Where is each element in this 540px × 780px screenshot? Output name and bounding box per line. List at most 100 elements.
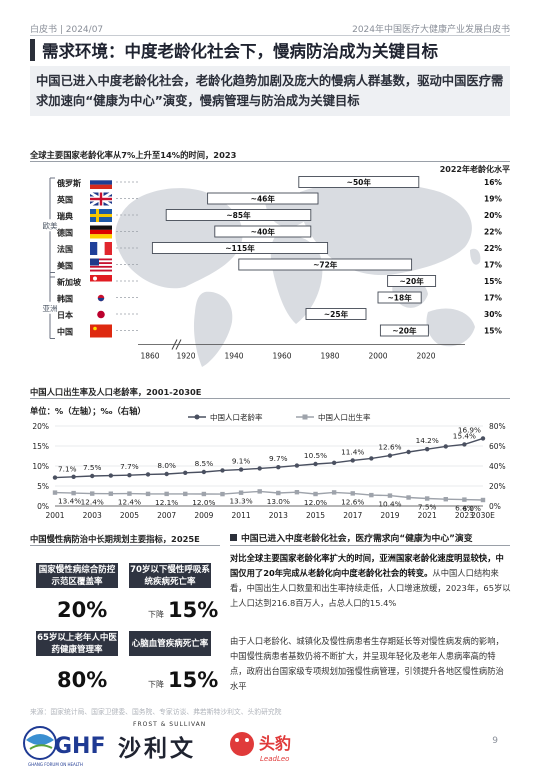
series-1-point-3	[108, 491, 114, 496]
series-0-point-6	[164, 471, 169, 477]
series-1-point-4	[127, 491, 132, 496]
series-0-label-0: 7.1%	[58, 465, 77, 474]
duration-label-9: ~20年	[392, 326, 417, 336]
kpi-value-2: 15%	[168, 598, 219, 622]
population-chart-divider	[30, 398, 510, 399]
series-0-label-23: 16.9%	[458, 425, 481, 434]
series-0-point-1	[71, 474, 76, 479]
series-1-point-11	[257, 489, 262, 494]
frost-sullivan-cn: 沙利文	[118, 735, 196, 762]
duration-bar-6	[387, 275, 437, 287]
y-right-tick-4: 80%	[489, 422, 506, 431]
header-divider	[30, 35, 510, 36]
aging-chart-title: 全球主要国家老龄化率从7%上升至14%的时间，2023	[30, 150, 237, 160]
y-left-tick-0: 0%	[37, 502, 49, 511]
kpi-label-2: 70岁以下慢性呼吸系统疾病死亡率	[129, 563, 211, 588]
paragraph-1-bold: 对比全球主要国家老龄化率扩大的时间，亚洲国家老龄化速度明显较快，中国仅用了20年…	[230, 553, 504, 578]
flag-part-3	[90, 229, 112, 235]
x-tick-2: 1940	[224, 352, 243, 361]
row-4: 法国 ~115年 22%	[57, 242, 502, 255]
series-1-label-20: 7.5%	[418, 503, 437, 512]
series-0-point-3	[108, 473, 114, 478]
x-tick-7: 2015	[306, 511, 325, 520]
series-0-point-14	[313, 461, 318, 467]
series-1-point-6	[164, 491, 169, 497]
x-tick-1: 2003	[83, 511, 102, 520]
country-label-4: 法国	[57, 244, 73, 254]
x-tick-8: 2017	[343, 511, 362, 520]
flag-part-5	[90, 264, 112, 266]
series-1-label-4: 12.4%	[118, 498, 141, 507]
leadleo-en: LeadLeo	[260, 755, 289, 763]
country-label-1: 英国	[56, 195, 73, 205]
level-header: 2022年老龄化水平	[440, 164, 510, 174]
series-0-point-18	[387, 453, 393, 458]
level-value-3: 22%	[484, 228, 502, 237]
flag-part-0	[90, 176, 112, 181]
kpi-label-4: 心脑血管疾病死亡率	[129, 631, 211, 656]
row-7: 韩国 ~18年 17%	[57, 291, 502, 305]
legend-marker-1	[302, 414, 308, 420]
duration-label-6: ~20年	[399, 276, 424, 286]
page-title: 需求环境：中度老龄化社会下，慢病防治成为关键目标	[42, 42, 438, 61]
duration-label-4: ~115年	[225, 243, 255, 253]
row-1: 英国 ~46年 19%	[56, 191, 502, 207]
flag-part-5	[90, 260, 112, 263]
series-1-label-2: 12.4%	[81, 498, 104, 507]
series-0-point-13	[294, 463, 300, 468]
flag-part-5	[90, 265, 112, 268]
series-0-point-10	[238, 467, 244, 472]
series-1-point-23	[480, 497, 486, 503]
series-0-point-7	[183, 470, 188, 475]
kpi-label-3: 65岁以上老年人中医药健康管理率	[36, 631, 118, 656]
flag-part-4	[104, 242, 112, 255]
ghf-logo-sub: GHANG FORUM ON HEALTH	[28, 762, 83, 767]
page-subtitle: 中国已进入中度老龄化社会，老龄化趋势加剧及庞大的慢病人群基数，驱动中国医疗需求加…	[36, 74, 504, 108]
y-right-tick-3: 60%	[489, 442, 506, 451]
source-note: 来源：国家统计局、国家卫健委、国务院、专家访谈、弗若斯特沙利文、头豹研究院	[30, 708, 282, 716]
country-label-7: 韩国	[57, 294, 73, 304]
footer-logos: GHF GHANG FORUM ON HEALTH FROST & SULLIV…	[23, 721, 291, 767]
flag-part-5	[90, 258, 112, 261]
series-1-point-19	[406, 495, 411, 500]
level-value-0: 16%	[484, 178, 502, 187]
section-heading: 中国已进入中度老龄化社会，医疗需求向“健康为中心”演变	[241, 534, 473, 544]
series-0-point-0	[52, 475, 58, 480]
legend-label-1: 中国人口出生率	[318, 412, 371, 422]
y-right-tick-0: 0%	[489, 502, 501, 511]
population-chart-units: 单位：%（左轴）；‰（右轴）	[30, 406, 146, 416]
y-right-tick-2: 40%	[489, 462, 506, 471]
series-1-label-23: 6.0%	[462, 504, 481, 513]
aging-chart-divider	[30, 161, 510, 162]
kpi-prefix-4: 下降	[148, 680, 164, 689]
group-label-bg-0	[38, 219, 62, 232]
legend-marker-0	[194, 414, 200, 420]
map-continent-8	[470, 248, 481, 265]
x-tick-11: 2023	[455, 511, 474, 520]
header-left: 白皮书 | 2024/07	[30, 25, 104, 35]
series-1-point-9	[220, 491, 225, 497]
row-5: 美国 ~72年 17%	[57, 258, 502, 272]
series-0-label-4: 7.7%	[120, 462, 139, 471]
series-1-label-16: 12.6%	[341, 497, 364, 506]
x-tick-10: 2021	[418, 511, 437, 520]
map-continent-4	[270, 235, 323, 324]
series-1-point-1	[71, 490, 76, 496]
frost-sullivan-en: FROST & SULLIVAN	[133, 721, 206, 728]
series-0-label-10: 9.1%	[232, 457, 251, 466]
flag-part-0	[90, 180, 112, 185]
duration-bar-1	[207, 192, 319, 205]
series-0-point-21	[443, 444, 448, 449]
series-1-label-0: 13.4%	[58, 497, 81, 506]
level-value-4: 22%	[484, 244, 502, 253]
flag-part-9	[93, 326, 97, 331]
flag-part-6	[90, 275, 112, 282]
series-1-point-20	[424, 496, 430, 501]
title-accent	[30, 39, 35, 61]
duration-label-5: ~72年	[313, 260, 338, 270]
x-tick-5: 2011	[232, 511, 251, 520]
x-tick-6: 2020	[416, 352, 435, 361]
series-0-label-14: 10.5%	[304, 451, 327, 460]
series-1-point-7	[183, 491, 188, 497]
level-value-1: 19%	[484, 195, 502, 204]
